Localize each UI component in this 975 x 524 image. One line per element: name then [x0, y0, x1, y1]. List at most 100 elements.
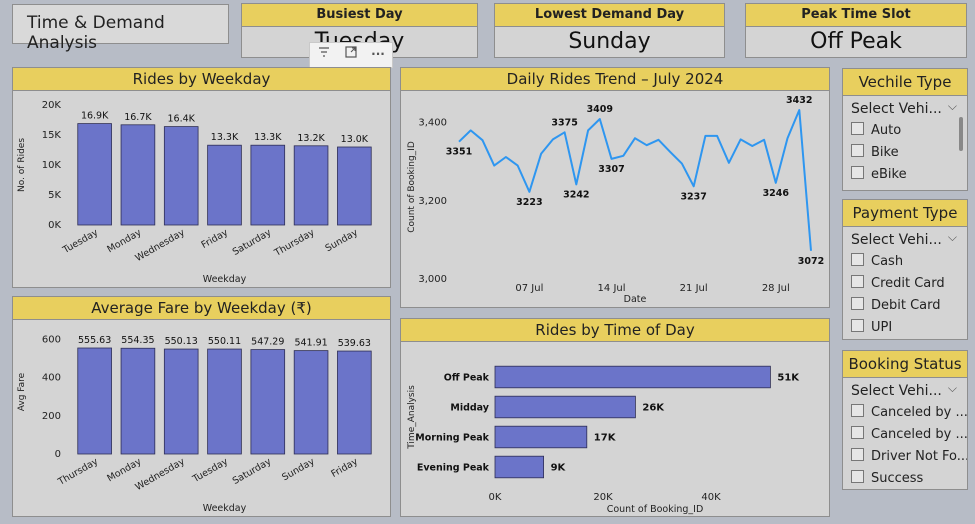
checkbox[interactable]: [851, 448, 864, 461]
data-label: 3242: [563, 189, 589, 200]
data-label: 13.3K: [254, 132, 282, 143]
kpi-lowest-demand-day[interactable]: Lowest Demand Day Sunday: [494, 3, 725, 58]
dashboard-title: Time & Demand Analysis: [12, 4, 229, 53]
daily-rides-trend-panel: Daily Rides Trend – July 2024 3,000 3,200…: [400, 67, 830, 308]
bar: [337, 350, 372, 455]
x-axis-label: Weekday: [203, 503, 247, 514]
y-tick-label: 0: [55, 449, 61, 460]
option-label: Auto: [871, 123, 902, 138]
y-axis-label: Avg Fare: [17, 372, 27, 411]
slicer-option[interactable]: eBike: [843, 164, 967, 186]
x-tick-label: Wednesday: [134, 227, 187, 264]
checkbox[interactable]: [851, 426, 864, 439]
slicer-option[interactable]: Bike: [843, 142, 967, 164]
kpi-label: Lowest Demand Day: [495, 4, 724, 27]
booking-status-dropdown[interactable]: Select Vehi... ⌵: [843, 378, 967, 402]
data-label: 17K: [594, 433, 617, 444]
y-tick-label: Evening Peak: [417, 463, 490, 474]
x-tick-label: Tuesday: [190, 456, 230, 486]
data-label: 16.4K: [168, 114, 196, 125]
option-label: Success: [871, 471, 924, 486]
option-label: Debit Card: [871, 298, 941, 313]
x-tick-label: Tuesday: [60, 227, 100, 257]
option-label: Credit Card: [871, 276, 945, 291]
more-options-icon[interactable]: ···: [371, 47, 385, 61]
x-tick-label: 0K: [489, 492, 502, 503]
slicer-option[interactable]: Canceled by ...: [843, 424, 967, 446]
kpi-value: Off Peak: [810, 29, 902, 54]
bar: [207, 348, 242, 455]
slicer-option[interactable]: Driver Not Fo...: [843, 446, 967, 468]
y-tick-label: Morning Peak: [415, 433, 489, 444]
data-label: 554.35: [121, 335, 154, 346]
daily-rides-trend-chart: 3,000 3,200 3,400 Count of Booking_ID 07 Jul…: [407, 95, 824, 305]
data-label: 3409: [587, 104, 613, 115]
filter-icon[interactable]: [312, 45, 336, 63]
data-label: 3072: [798, 256, 824, 267]
bar: [163, 126, 199, 226]
data-label: 3237: [680, 191, 706, 202]
checkbox[interactable]: [851, 253, 864, 266]
dropdown-value: Select Vehi...: [851, 383, 942, 399]
booking-status-slicer: Booking Status Select Vehi... ⌵ Canceled…: [842, 350, 968, 490]
x-tick-label: 20K: [593, 492, 613, 503]
bar: [293, 350, 329, 455]
x-tick-label: Sunday: [280, 456, 317, 483]
data-label: 547.29: [251, 337, 284, 348]
y-tick-label: 400: [42, 373, 61, 384]
x-tick-label: 14 Jul: [598, 283, 626, 294]
data-label: 13.3K: [211, 132, 239, 143]
option-label: Canceled by ...: [871, 405, 968, 420]
vehicle-type-dropdown[interactable]: Select Vehi... ⌵: [843, 96, 967, 120]
payment-type-dropdown[interactable]: Select Vehi... ⌵: [843, 227, 967, 251]
checkbox[interactable]: [851, 144, 864, 157]
bar: [250, 144, 286, 226]
slicer-option[interactable]: Cash: [843, 251, 967, 273]
slicer-option[interactable]: UPI: [843, 317, 967, 339]
focus-mode-icon[interactable]: [339, 45, 363, 63]
x-tick-label: Friday: [200, 227, 231, 251]
data-label: 26K: [642, 403, 665, 414]
y-tick-label: Midday: [450, 403, 489, 414]
slicer-option[interactable]: Debit Card: [843, 295, 967, 317]
kpi-label: Busiest Day: [242, 4, 477, 27]
kpi-peak-time-slot[interactable]: Peak Time Slot Off Peak: [745, 3, 967, 58]
data-label: 51K: [777, 373, 800, 384]
checkbox[interactable]: [851, 166, 864, 179]
kpi-value: Sunday: [568, 29, 651, 54]
dropdown-value: Select Vehi...: [851, 101, 942, 117]
option-label: UPI: [871, 320, 893, 335]
x-axis-label: Date: [624, 294, 647, 305]
y-tick-label: 3,400: [418, 118, 447, 129]
y-axis-label: No. of Rides: [17, 138, 27, 192]
kpi-label: Peak Time Slot: [746, 4, 966, 27]
vehicle-type-slicer: Vechile Type Select Vehi... ⌵ Auto Bike …: [842, 68, 968, 191]
y-tick-label: 15K: [42, 130, 62, 141]
x-tick-label: Thursday: [56, 456, 101, 488]
data-label: 3375: [551, 117, 577, 128]
checkbox[interactable]: [851, 404, 864, 417]
bar: [494, 455, 544, 479]
option-label: Cash: [871, 254, 904, 269]
checkbox[interactable]: [851, 470, 864, 483]
rides-by-time-of-day-panel: Rides by Time of Day Off Peak 51K Midday 26…: [400, 318, 830, 517]
checkbox[interactable]: [851, 297, 864, 310]
bar: [77, 347, 112, 455]
x-tick-label: 28 Jul: [762, 283, 790, 294]
slicer-title: Payment Type: [843, 200, 967, 227]
checkbox[interactable]: [851, 275, 864, 288]
checkbox[interactable]: [851, 319, 864, 332]
y-tick-label: 0K: [48, 220, 61, 231]
x-tick-label: 21 Jul: [680, 283, 708, 294]
slicer-option[interactable]: Auto: [843, 120, 967, 142]
slicer-option[interactable]: Canceled by ...: [843, 402, 967, 424]
option-label: eBike: [871, 167, 907, 182]
scrollbar[interactable]: [959, 117, 963, 151]
option-label: Driver Not Fo...: [871, 449, 968, 464]
slicer-option[interactable]: Success: [843, 468, 967, 489]
checkbox[interactable]: [851, 122, 864, 135]
bar: [120, 124, 156, 226]
slicer-option[interactable]: Credit Card: [843, 273, 967, 295]
visual-header-toolbar: ···: [309, 42, 393, 68]
